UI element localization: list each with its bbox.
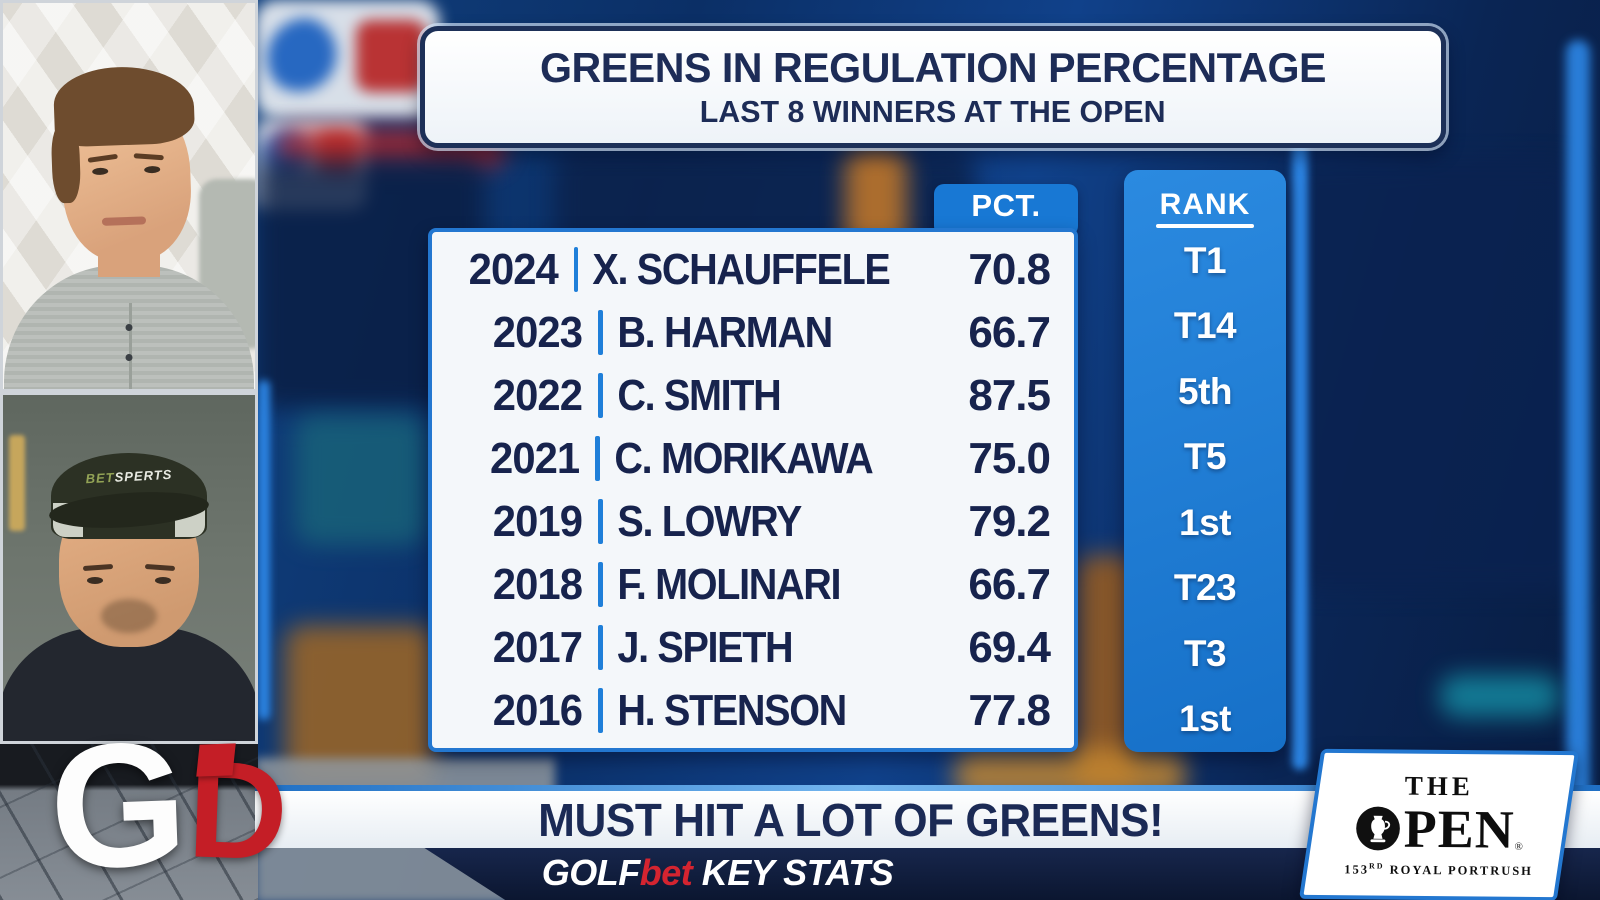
studio-bg-shape <box>1566 40 1590 810</box>
rank-column-header: RANK <box>1124 170 1286 228</box>
player-cell: C. MORIKAWA <box>614 433 874 483</box>
open-logo-word: PEN ® <box>1355 798 1524 862</box>
studio-bg-shape <box>1440 675 1560 717</box>
pct-cell: 69.4 <box>968 622 1051 672</box>
row-divider <box>598 624 603 671</box>
rank-values: T1 T14 5th T5 1st T23 T3 1st <box>1124 228 1286 752</box>
studio-bg-shape <box>258 380 270 720</box>
webcam-bottom: BETSPERTS <box>0 392 258 744</box>
lamp <box>9 435 25 531</box>
rank-cell: T3 <box>1183 632 1227 674</box>
rank-column: RANK T1 T14 5th T5 1st T23 T3 1st <box>1124 170 1286 752</box>
pct-cell: 70.8 <box>968 244 1051 294</box>
table-row: 2022 C. SMITH 87.5 <box>432 364 1074 427</box>
year-cell: 2024 <box>468 244 559 294</box>
rank-cell: T5 <box>1183 436 1227 478</box>
player-cell: C. SMITH <box>617 370 781 420</box>
rank-underline <box>1156 224 1254 228</box>
cap-text: BETSPERTS <box>85 466 173 487</box>
the-open-logo: THE PEN ® 153RD ROYAL PORTRUSH <box>1298 748 1580 900</box>
graphic-title-box: GREENS IN REGULATION PERCENTAGE LAST 8 W… <box>420 26 1446 148</box>
polo-shirt <box>4 265 254 389</box>
year-cell: 2016 <box>492 685 583 735</box>
rank-cell: T23 <box>1173 567 1237 609</box>
year-cell: 2018 <box>492 559 583 609</box>
year-cell: 2021 <box>490 433 580 483</box>
pct-cell: 75.0 <box>968 433 1051 483</box>
table-row: 2021 C. MORIKAWA 75.0 <box>432 427 1074 490</box>
player-cell: S. LOWRY <box>617 496 802 546</box>
goatee <box>101 599 157 633</box>
claret-jug-icon <box>1356 807 1400 851</box>
studio-bg-shape <box>1290 160 1580 590</box>
face: BETSPERTS <box>48 453 210 647</box>
rank-cell: 5th <box>1178 370 1233 412</box>
brand-suffix: KEY STATS <box>692 852 894 893</box>
gb-logo-dot <box>196 743 236 777</box>
table-row: 2018 F. MOLINARI 66.7 <box>432 553 1074 616</box>
open-logo-venue: 153RD ROYAL PORTRUSH <box>1344 861 1533 879</box>
rank-cell: 1st <box>1179 501 1231 543</box>
pct-cell: 66.7 <box>968 307 1051 357</box>
rank-cell: T1 <box>1183 239 1227 281</box>
registered-mark: ® <box>1514 841 1523 854</box>
rank-cell: T14 <box>1173 305 1237 347</box>
host-avatar-top <box>3 3 255 389</box>
player-cell: J. SPIETH <box>617 622 793 672</box>
row-divider <box>598 498 603 545</box>
row-divider <box>598 309 603 356</box>
rank-cell: 1st <box>1179 698 1231 740</box>
face <box>50 64 196 264</box>
player-cell: X. SCHAUFFELE <box>592 244 890 294</box>
row-divider <box>573 246 579 293</box>
year-cell: 2022 <box>492 370 583 420</box>
webcam-top <box>0 0 258 392</box>
row-divider <box>595 435 601 482</box>
brand-golf: GOLF <box>541 852 640 893</box>
host-avatar-bottom: BETSPERTS <box>3 395 255 741</box>
pct-cell: 66.7 <box>968 559 1051 609</box>
pct-cell: 79.2 <box>968 496 1051 546</box>
graphic-subtitle: LAST 8 WINNERS AT THE OPEN <box>700 94 1166 129</box>
table-row: 2016 H. STENSON 77.8 <box>432 679 1074 742</box>
row-divider <box>598 687 603 734</box>
pct-cell: 87.5 <box>968 370 1051 420</box>
studio-bg-shape <box>295 415 425 545</box>
blurred-gb-logo <box>255 0 440 118</box>
banner-accent-line <box>255 785 1600 791</box>
open-logo-pen: PEN <box>1403 799 1515 861</box>
pct-column-header: PCT. <box>934 184 1078 236</box>
player-cell: H. STENSON <box>617 685 847 735</box>
table-row: 2024 X. SCHAUFFELE 70.8 <box>432 238 1074 301</box>
studio-bg-shape <box>1292 90 1308 770</box>
baseball-cap: BETSPERTS <box>48 453 210 539</box>
golfbet-gb-logo: G D <box>46 706 326 900</box>
table-row: 2019 S. LOWRY 79.2 <box>432 490 1074 553</box>
graphic-title: GREENS IN REGULATION PERCENTAGE <box>540 44 1326 91</box>
row-divider <box>598 372 603 419</box>
brand-line: GOLFbet KEY STATS <box>424 852 1600 894</box>
player-cell: B. HARMAN <box>617 307 833 357</box>
table-row: 2023 B. HARMAN 66.7 <box>432 301 1074 364</box>
row-divider <box>598 561 603 608</box>
stats-table: 2024 X. SCHAUFFELE 70.8 2023 B. HARMAN 6… <box>428 228 1078 752</box>
gb-logo-g: G <box>46 705 191 900</box>
year-cell: 2023 <box>492 307 583 357</box>
table-row: 2017 J. SPIETH 69.4 <box>432 616 1074 679</box>
player-cell: F. MOLINARI <box>617 559 841 609</box>
pct-cell: 77.8 <box>968 685 1051 735</box>
year-cell: 2019 <box>492 496 583 546</box>
hair-side <box>50 122 82 204</box>
year-cell: 2017 <box>492 622 583 672</box>
brand-bet: bet <box>639 852 693 893</box>
banner-headline: MUST HIT A LOT OF GREENS! <box>538 793 1164 846</box>
